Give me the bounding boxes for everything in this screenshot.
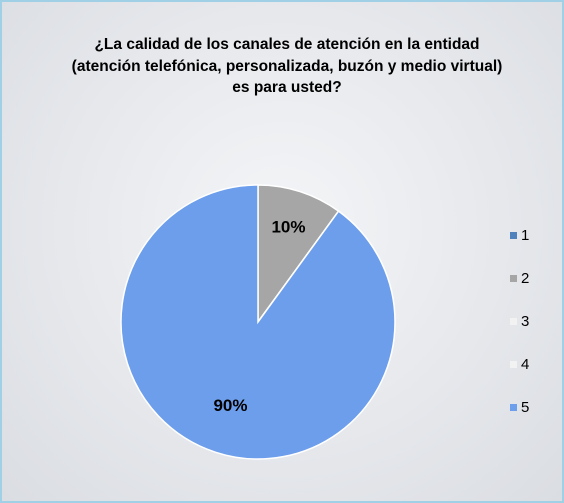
- legend-swatch: [510, 318, 517, 325]
- legend-label: 3: [521, 313, 529, 330]
- legend-label: 2: [521, 270, 529, 287]
- chart-title: ¿La calidad de los canales de atención e…: [71, 36, 503, 96]
- legend-swatch: [510, 232, 517, 239]
- legend-label: 4: [521, 356, 529, 373]
- pie-slice: [120, 184, 396, 460]
- legend-label: 5: [521, 399, 529, 416]
- data-label: 90%: [213, 396, 247, 415]
- legend-swatch: [510, 361, 517, 368]
- data-label: 10%: [271, 218, 305, 237]
- pie-slice: [257, 184, 340, 325]
- legend-swatch: [510, 275, 517, 282]
- legend-swatch: [510, 404, 517, 411]
- legend-label: 1: [521, 227, 529, 244]
